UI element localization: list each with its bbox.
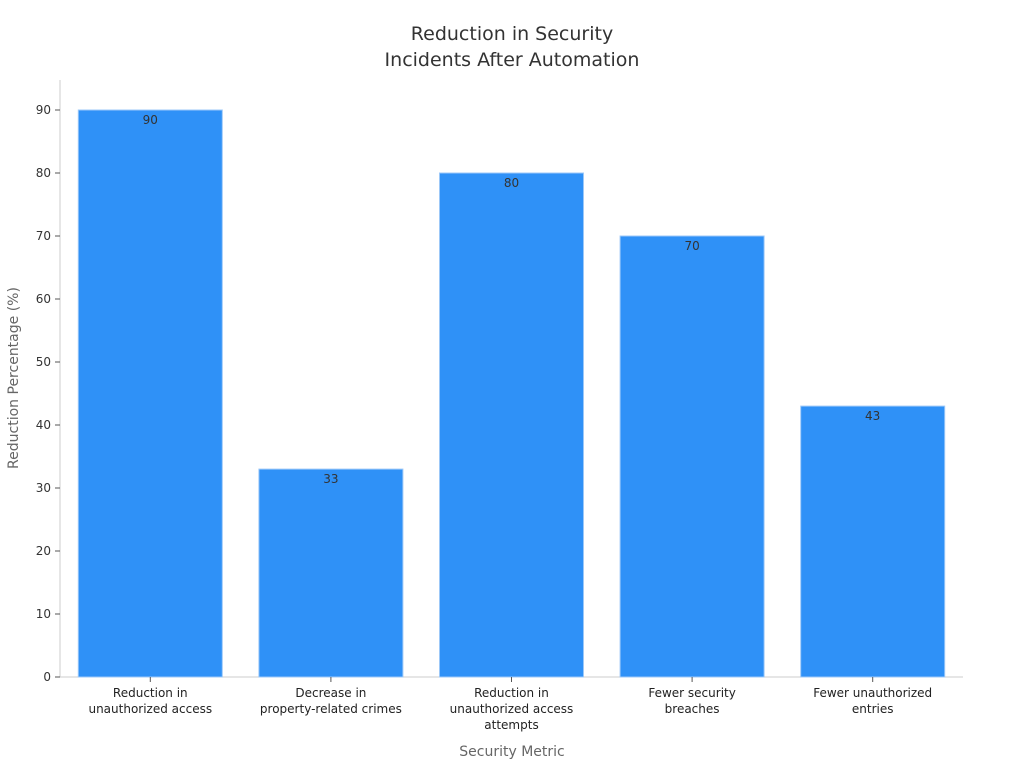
y-tick-label: 60 <box>36 292 51 306</box>
y-tick-label: 90 <box>36 103 51 117</box>
x-tick-label: Decrease in property-related crimes <box>260 686 402 716</box>
x-tick-label: Reduction in unauthorized access attempts <box>450 686 574 732</box>
x-tick-label: Fewer security breaches <box>648 686 736 716</box>
x-tick-label: Reduction in unauthorized access <box>88 686 212 716</box>
bar <box>439 172 584 678</box>
data-label: 80 <box>504 176 519 190</box>
data-label: 33 <box>323 472 338 486</box>
data-label: 90 <box>143 113 158 127</box>
bar <box>258 468 404 678</box>
x-tick-label: Fewer unauthorized entries <box>813 686 932 716</box>
y-tick-label: 10 <box>36 607 51 621</box>
data-label: 43 <box>865 409 880 423</box>
y-tick-label: 70 <box>36 229 51 243</box>
x-axis-label: Security Metric <box>459 744 564 760</box>
y-tick-label: 30 <box>36 481 51 495</box>
bar <box>77 109 223 678</box>
chart-title: Reduction in Security Incidents After Aut… <box>385 23 640 71</box>
y-tick-label: 80 <box>36 166 51 180</box>
bar <box>800 405 946 678</box>
y-tick-label: 40 <box>36 418 51 432</box>
bar <box>619 235 765 678</box>
y-tick-label: 20 <box>36 544 51 558</box>
y-axis-label: Reduction Percentage (%) <box>6 287 22 469</box>
y-tick-label: 0 <box>43 670 51 684</box>
data-label: 70 <box>684 239 699 253</box>
y-tick-label: 50 <box>36 355 51 369</box>
